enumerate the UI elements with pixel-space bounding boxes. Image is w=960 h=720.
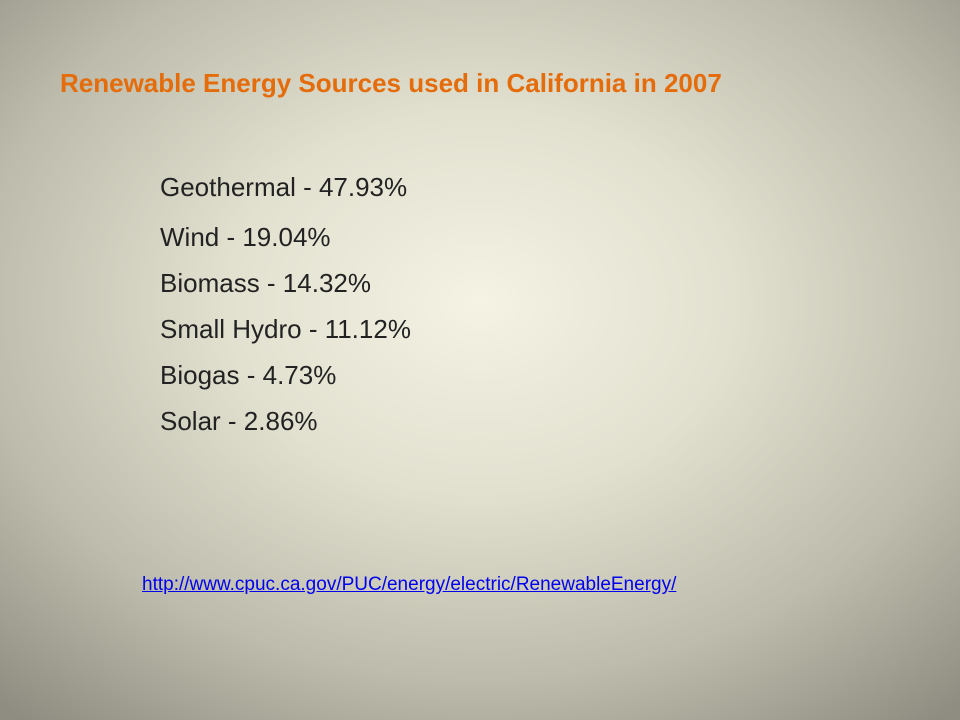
source-item: Wind - 19.04% (160, 222, 331, 252)
slide-title: Renewable Energy Sources used in Califor… (60, 68, 722, 98)
source-link[interactable]: http://www.cpuc.ca.gov/PUC/energy/electr… (142, 574, 677, 595)
source-list: Geothermal - 47.93% Wind - 19.04% Biomass … (160, 164, 411, 444)
source-item: Geothermal - 47.93% (160, 172, 408, 202)
source-item: Biogas - 4.73% (160, 360, 337, 390)
source-item: Biomass - 14.32% (160, 268, 371, 298)
source-item: Solar - 2.86% (160, 406, 318, 436)
source-item: Small Hydro - 11.12% (160, 314, 411, 344)
